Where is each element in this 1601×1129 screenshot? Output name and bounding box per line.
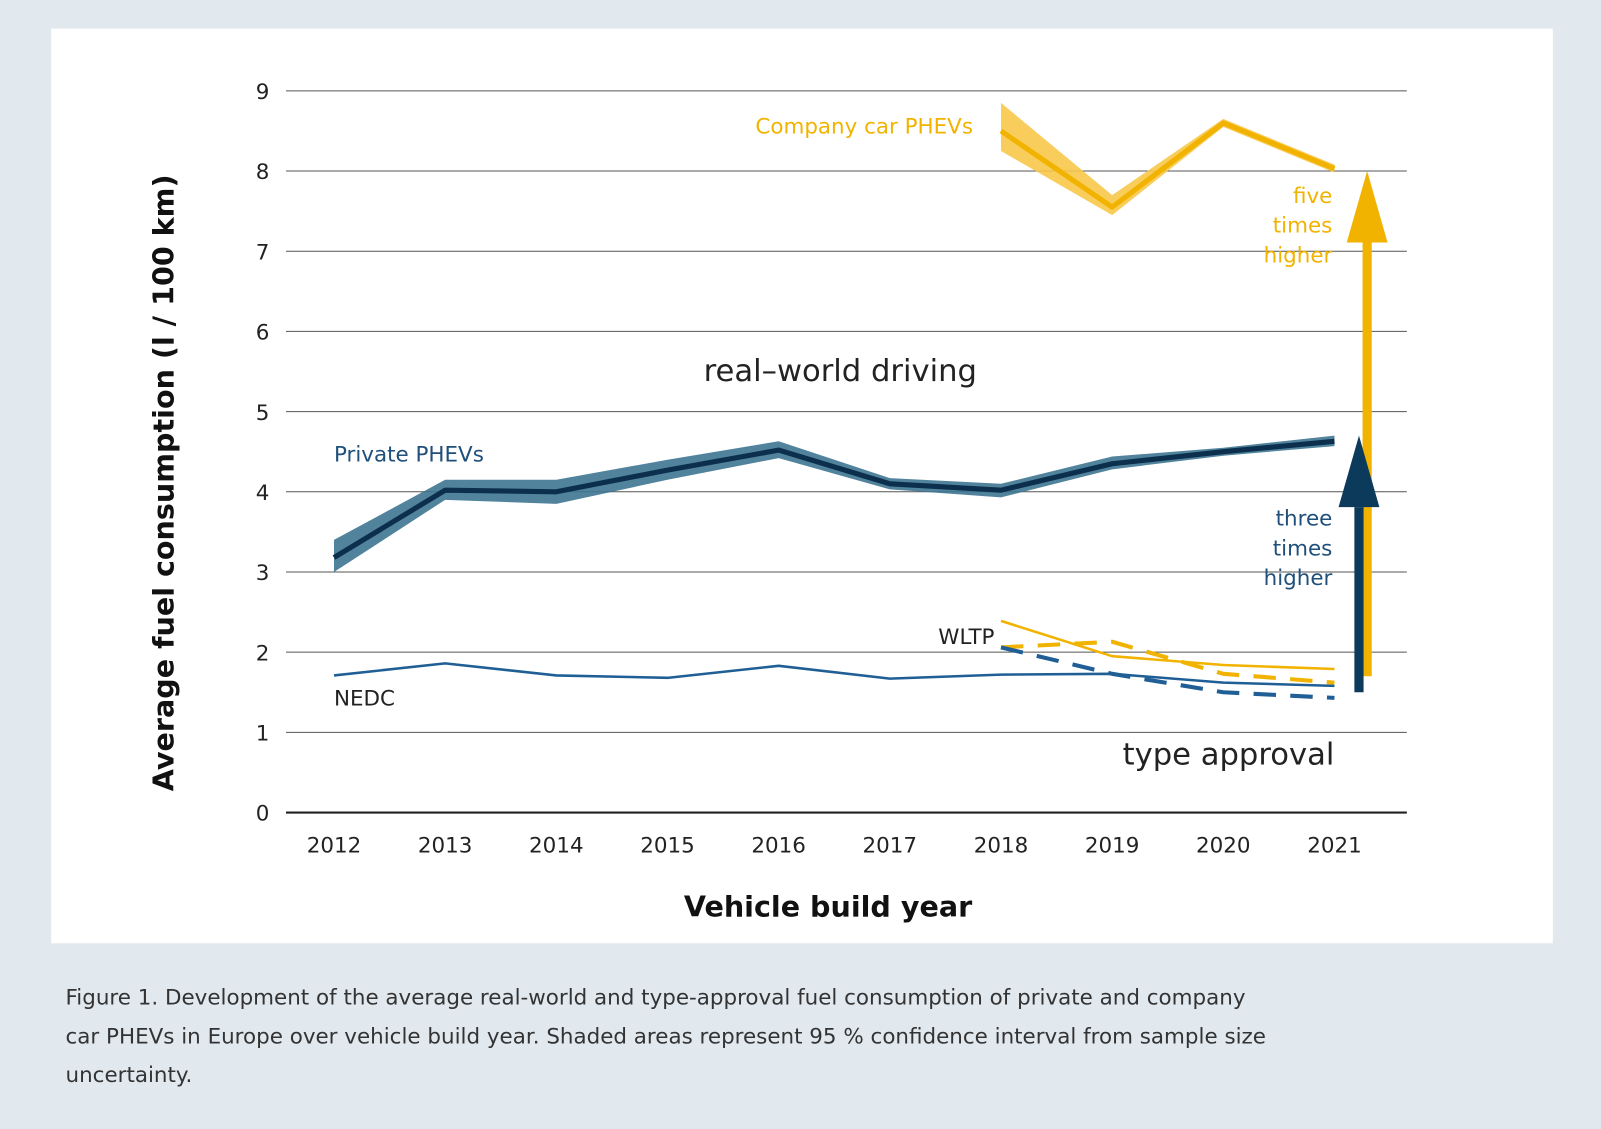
y-tick-label: 5 [256, 401, 270, 426]
five-times-higher-line: times [1273, 214, 1333, 239]
wltp-line [1000, 619, 1335, 671]
x-axis-label: Vehicle build year [684, 890, 973, 924]
x-tick-label: 2020 [1196, 833, 1251, 858]
three-times-higher-line: higher [1264, 566, 1333, 591]
x-tick-label: 2013 [418, 833, 473, 858]
gridlines [286, 90, 1407, 814]
caption-line: Figure 1. Development of the average rea… [66, 985, 1246, 1010]
y-tick-label: 9 [256, 80, 270, 105]
chart-panel [51, 28, 1553, 944]
x-tick-label: 2019 [1085, 833, 1140, 858]
y-tick-labels: 0 1 2 3 4 5 6 7 8 9 [256, 80, 270, 827]
x-tick-label: 2018 [974, 833, 1029, 858]
five-times-higher-line: five [1293, 184, 1332, 209]
arrow-head-icon [1346, 171, 1388, 243]
label-private-phevs: Private PHEVs [334, 442, 484, 467]
five-times-higher-line: higher [1264, 243, 1333, 268]
x-tick-label: 2021 [1307, 833, 1362, 858]
label-company-car-phevs: Company car PHEVs [755, 115, 973, 140]
y-tick-label: 7 [256, 240, 270, 265]
x-tick-label: 2017 [863, 833, 918, 858]
y-tick-label: 8 [256, 160, 270, 185]
x-tick-label: 2015 [640, 833, 695, 858]
label-nedc: NEDC [334, 686, 395, 711]
series-marks [332, 102, 1388, 700]
label-type-approval: type approval [1123, 738, 1335, 773]
x-tick-label: 2012 [307, 833, 362, 858]
arrow-head-icon [1338, 435, 1380, 508]
label-real-world-driving: real–world driving [704, 354, 977, 389]
private-dashed-line [1000, 645, 1335, 700]
y-axis-label: Average fuel consumption (l / 100 km) [147, 174, 181, 791]
y-tick-label: 6 [256, 321, 270, 346]
y-tick-label: 2 [256, 641, 270, 666]
nedc-line [333, 662, 1335, 688]
y-tick-label: 3 [256, 561, 270, 586]
x-tick-labels: 2012 2013 2014 2015 2016 2017 2018 2019 2020 2021 [307, 833, 1362, 858]
caption-line: car PHEVs in Europe over vehicle build y… [66, 1024, 1266, 1049]
private-phevs-line [332, 438, 1335, 560]
label-wltp: WLTP [938, 625, 994, 650]
x-tick-label: 2014 [529, 833, 584, 858]
caption-line: uncertainty. [66, 1063, 193, 1088]
x-tick-label: 2016 [751, 833, 806, 858]
company-car-phevs-line [999, 120, 1336, 210]
company-dashed-line [1000, 639, 1335, 685]
three-times-higher-line: three [1276, 507, 1333, 532]
three-times-higher-label: three times higher [1264, 507, 1333, 591]
caption: Figure 1. Development of the average rea… [66, 985, 1266, 1088]
three-times-higher-line: times [1273, 536, 1333, 561]
y-tick-label: 1 [256, 722, 270, 747]
y-tick-label: 4 [256, 481, 270, 506]
y-tick-label: 0 [256, 802, 270, 827]
five-times-higher-label: five times higher [1264, 184, 1333, 268]
